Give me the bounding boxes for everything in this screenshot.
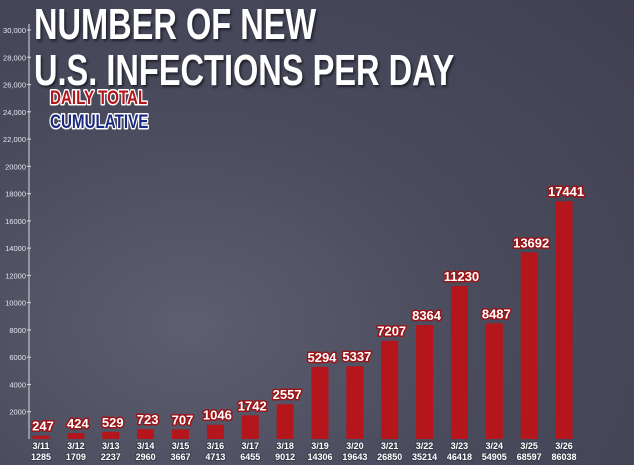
y-tick-label: 8000 (9, 326, 26, 335)
value-label: 5294 (307, 350, 337, 365)
cumulative-label: 86038 (552, 452, 577, 462)
cumulative-label: 4713 (205, 452, 225, 462)
y-tick-label: 6000 (9, 353, 26, 362)
y-tick-label: 16000 (5, 217, 26, 226)
x-tick-label: 3/14 (137, 441, 155, 451)
value-label: 8487 (482, 306, 511, 321)
y-tick-label: 14000 (5, 244, 26, 253)
y-tick-label: 20000 (5, 162, 26, 171)
bar (171, 429, 189, 439)
cumulative-label: 46418 (447, 452, 472, 462)
x-tick-label: 3/21 (381, 441, 399, 451)
value-label: 8364 (412, 308, 442, 323)
bar (346, 366, 364, 439)
cumulative-label: 1285 (31, 452, 51, 462)
bar (206, 424, 224, 439)
cumulative-label: 2960 (136, 452, 156, 462)
bar (311, 366, 329, 439)
bar (485, 323, 503, 439)
y-tick-label: 22,000 (3, 135, 26, 144)
chart-title: NUMBER OF NEW U.S. INFECTIONS PER DAY (34, 0, 455, 95)
x-tick-label: 3/15 (172, 441, 190, 451)
legend-entry: CUMULATIVE (50, 110, 148, 132)
x-tick-label: 3/19 (311, 441, 329, 451)
value-label: 723 (137, 412, 159, 427)
cumulative-label: 68597 (517, 452, 542, 462)
x-tick-label: 3/11 (32, 441, 49, 451)
x-tick-label: 3/23 (451, 441, 469, 451)
x-tick-label: 3/13 (102, 441, 120, 451)
value-label: 7207 (377, 324, 406, 339)
bar (276, 404, 294, 439)
y-tick-label: 28,000 (3, 53, 26, 62)
cumulative-label: 2237 (101, 452, 121, 462)
bar (32, 435, 50, 439)
bar (520, 252, 538, 439)
value-label: 2557 (273, 387, 302, 402)
x-tick-label: 3/20 (346, 441, 364, 451)
value-label: 707 (172, 412, 194, 427)
x-tick-label: 3/18 (276, 441, 294, 451)
bar (450, 285, 468, 439)
x-tick-label: 3/26 (555, 441, 573, 451)
cumulative-label: 26850 (377, 452, 402, 462)
value-label: 247 (32, 419, 54, 434)
y-tick-label: 4000 (9, 380, 26, 389)
cumulative-label: 3667 (170, 452, 190, 462)
value-label: 424 (67, 416, 89, 431)
bar (102, 431, 120, 439)
cumulative-label: 6455 (240, 452, 260, 462)
x-tick-label: 3/22 (416, 441, 434, 451)
bar (416, 324, 434, 439)
x-tick-label: 3/25 (520, 441, 538, 451)
legend-entry: DAILY TOTAL (50, 86, 147, 108)
bar (555, 201, 573, 439)
y-tick-label: 12000 (5, 271, 26, 280)
y-tick-label: 24,000 (3, 108, 26, 117)
y-tick-label: 2000 (9, 408, 26, 417)
value-label: 1046 (203, 408, 232, 423)
x-tick-label: 3/16 (207, 441, 225, 451)
y-tick-label: 30,000 (3, 26, 26, 35)
bar (137, 429, 155, 439)
cumulative-label: 54905 (482, 452, 507, 462)
value-label: 5337 (342, 349, 371, 364)
bar (381, 340, 399, 439)
cumulative-label: 35214 (412, 452, 437, 462)
bar (241, 415, 259, 439)
value-label: 529 (102, 415, 124, 430)
value-label: 11230 (444, 269, 479, 284)
x-tick-label: 3/17 (241, 441, 259, 451)
x-tick-label: 3/12 (67, 441, 85, 451)
value-label: 13692 (513, 235, 549, 250)
value-label: 17441 (548, 184, 584, 199)
cumulative-label: 1709 (66, 452, 86, 462)
y-tick-label: 26,000 (3, 81, 26, 90)
y-tick-label: 18000 (5, 190, 26, 199)
cumulative-label: 14306 (307, 452, 332, 462)
y-tick-label: 10000 (5, 299, 26, 308)
value-label: 1742 (238, 398, 267, 413)
cumulative-label: 9012 (275, 452, 295, 462)
bar (67, 433, 85, 439)
cumulative-label: 19643 (342, 452, 367, 462)
x-tick-label: 3/24 (486, 441, 504, 451)
